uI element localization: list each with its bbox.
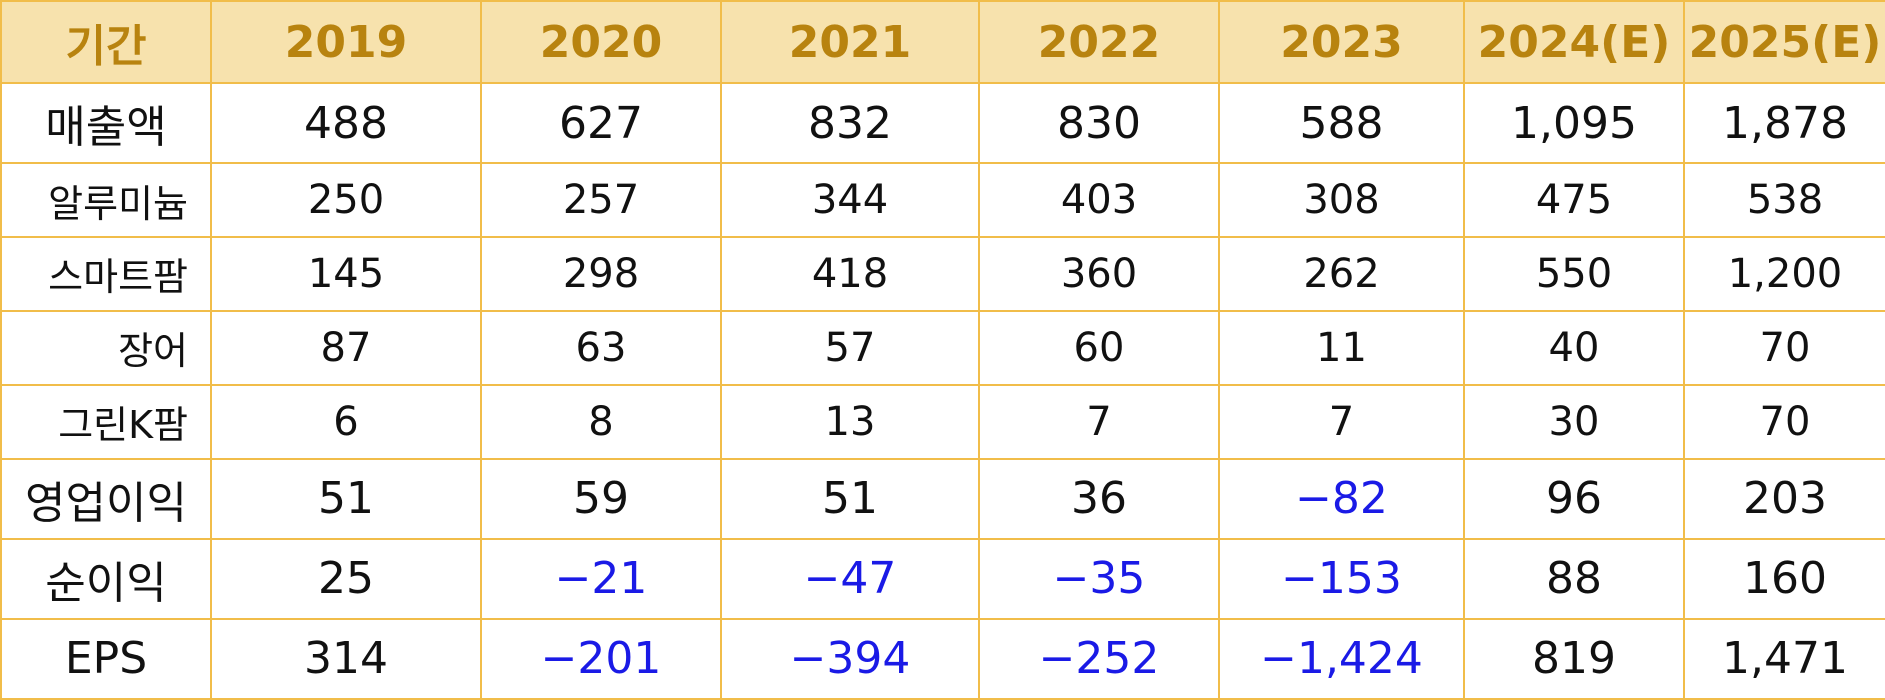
table-cell: 1,878 bbox=[1683, 81, 1885, 165]
table-row-eps: EPS 314 −201 −394 −252 −1,424 819 1,471 bbox=[0, 617, 1885, 700]
table-cell: 308 bbox=[1218, 162, 1465, 238]
table-cell: 160 bbox=[1683, 537, 1885, 620]
table-cell: 830 bbox=[978, 81, 1220, 165]
table-cell: 344 bbox=[720, 162, 980, 238]
table-cell: 63 bbox=[480, 309, 722, 386]
table-cell: −252 bbox=[978, 617, 1220, 700]
table-cell: 1,471 bbox=[1683, 617, 1885, 700]
table-row-revenue: 매출액 488 627 832 830 588 1,095 1,878 bbox=[0, 81, 1885, 165]
table-cell: 1,200 bbox=[1683, 235, 1885, 312]
table-cell: 6 bbox=[210, 383, 482, 460]
header-cell-year: 2020 bbox=[480, 0, 722, 84]
table-cell: 250 bbox=[210, 162, 482, 238]
table-cell: 832 bbox=[720, 81, 980, 165]
table-cell: 51 bbox=[210, 457, 482, 540]
table-cell: 819 bbox=[1463, 617, 1685, 700]
table-cell: −21 bbox=[480, 537, 722, 620]
row-label: 스마트팜 bbox=[0, 235, 212, 312]
table-cell: −35 bbox=[978, 537, 1220, 620]
table-cell: 7 bbox=[1218, 383, 1465, 460]
table-cell: 588 bbox=[1218, 81, 1465, 165]
table-cell: 60 bbox=[978, 309, 1220, 386]
header-cell-year: 2021 bbox=[720, 0, 980, 84]
table-cell: 262 bbox=[1218, 235, 1465, 312]
row-label: 장어 bbox=[0, 309, 212, 386]
table-cell: 538 bbox=[1683, 162, 1885, 238]
table-cell: −201 bbox=[480, 617, 722, 700]
table-row-eel: 장어 87 63 57 60 11 40 70 bbox=[0, 309, 1885, 386]
table-cell: −82 bbox=[1218, 457, 1465, 540]
row-label: 순이익 bbox=[0, 537, 212, 620]
row-label: 그린K팜 bbox=[0, 383, 212, 460]
table-cell: 360 bbox=[978, 235, 1220, 312]
table-cell: 314 bbox=[210, 617, 482, 700]
table-cell: −47 bbox=[720, 537, 980, 620]
table-cell: 298 bbox=[480, 235, 722, 312]
table-cell: 627 bbox=[480, 81, 722, 165]
table-row-aluminum: 알루미늄 250 257 344 403 308 475 538 bbox=[0, 162, 1885, 238]
table-row-operating-profit: 영업이익 51 59 51 36 −82 96 203 bbox=[0, 457, 1885, 540]
table-cell: −394 bbox=[720, 617, 980, 700]
table-cell: 13 bbox=[720, 383, 980, 460]
row-label: 매출액 bbox=[0, 81, 212, 165]
table-row-green-k-farm: 그린K팜 6 8 13 7 7 30 70 bbox=[0, 383, 1885, 460]
table-cell: 87 bbox=[210, 309, 482, 386]
table-cell: 25 bbox=[210, 537, 482, 620]
table-row-net-income: 순이익 25 −21 −47 −35 −153 88 160 bbox=[0, 537, 1885, 620]
row-label: EPS bbox=[0, 617, 212, 700]
header-cell-period: 기간 bbox=[0, 0, 212, 84]
table-cell: 145 bbox=[210, 235, 482, 312]
table-cell: −1,424 bbox=[1218, 617, 1465, 700]
table-cell: 418 bbox=[720, 235, 980, 312]
table-cell: 70 bbox=[1683, 309, 1885, 386]
table-cell: 11 bbox=[1218, 309, 1465, 386]
table-cell: 1,095 bbox=[1463, 81, 1685, 165]
header-cell-year: 2024(E) bbox=[1463, 0, 1685, 84]
table-cell: 88 bbox=[1463, 537, 1685, 620]
table-cell: 51 bbox=[720, 457, 980, 540]
header-cell-year: 2022 bbox=[978, 0, 1220, 84]
table-cell: 203 bbox=[1683, 457, 1885, 540]
table-cell: 8 bbox=[480, 383, 722, 460]
table-cell: 7 bbox=[978, 383, 1220, 460]
header-cell-year: 2019 bbox=[210, 0, 482, 84]
table-cell: 70 bbox=[1683, 383, 1885, 460]
table-row-smartfarm: 스마트팜 145 298 418 360 262 550 1,200 bbox=[0, 235, 1885, 312]
table-cell: 57 bbox=[720, 309, 980, 386]
table-cell: 475 bbox=[1463, 162, 1685, 238]
table-cell: 550 bbox=[1463, 235, 1685, 312]
header-cell-year: 2025(E) bbox=[1683, 0, 1885, 84]
table-cell: 30 bbox=[1463, 383, 1685, 460]
table-cell: 96 bbox=[1463, 457, 1685, 540]
table-cell: 257 bbox=[480, 162, 722, 238]
table-cell: 488 bbox=[210, 81, 482, 165]
table-cell: 40 bbox=[1463, 309, 1685, 386]
table-cell: 403 bbox=[978, 162, 1220, 238]
header-cell-year: 2023 bbox=[1218, 0, 1465, 84]
row-label: 영업이익 bbox=[0, 457, 212, 540]
table-header-row: 기간 2019 2020 2021 2022 2023 2024(E) 2025… bbox=[0, 0, 1885, 84]
row-label: 알루미늄 bbox=[0, 162, 212, 238]
table-cell: 36 bbox=[978, 457, 1220, 540]
table-cell: −153 bbox=[1218, 537, 1465, 620]
table-cell: 59 bbox=[480, 457, 722, 540]
